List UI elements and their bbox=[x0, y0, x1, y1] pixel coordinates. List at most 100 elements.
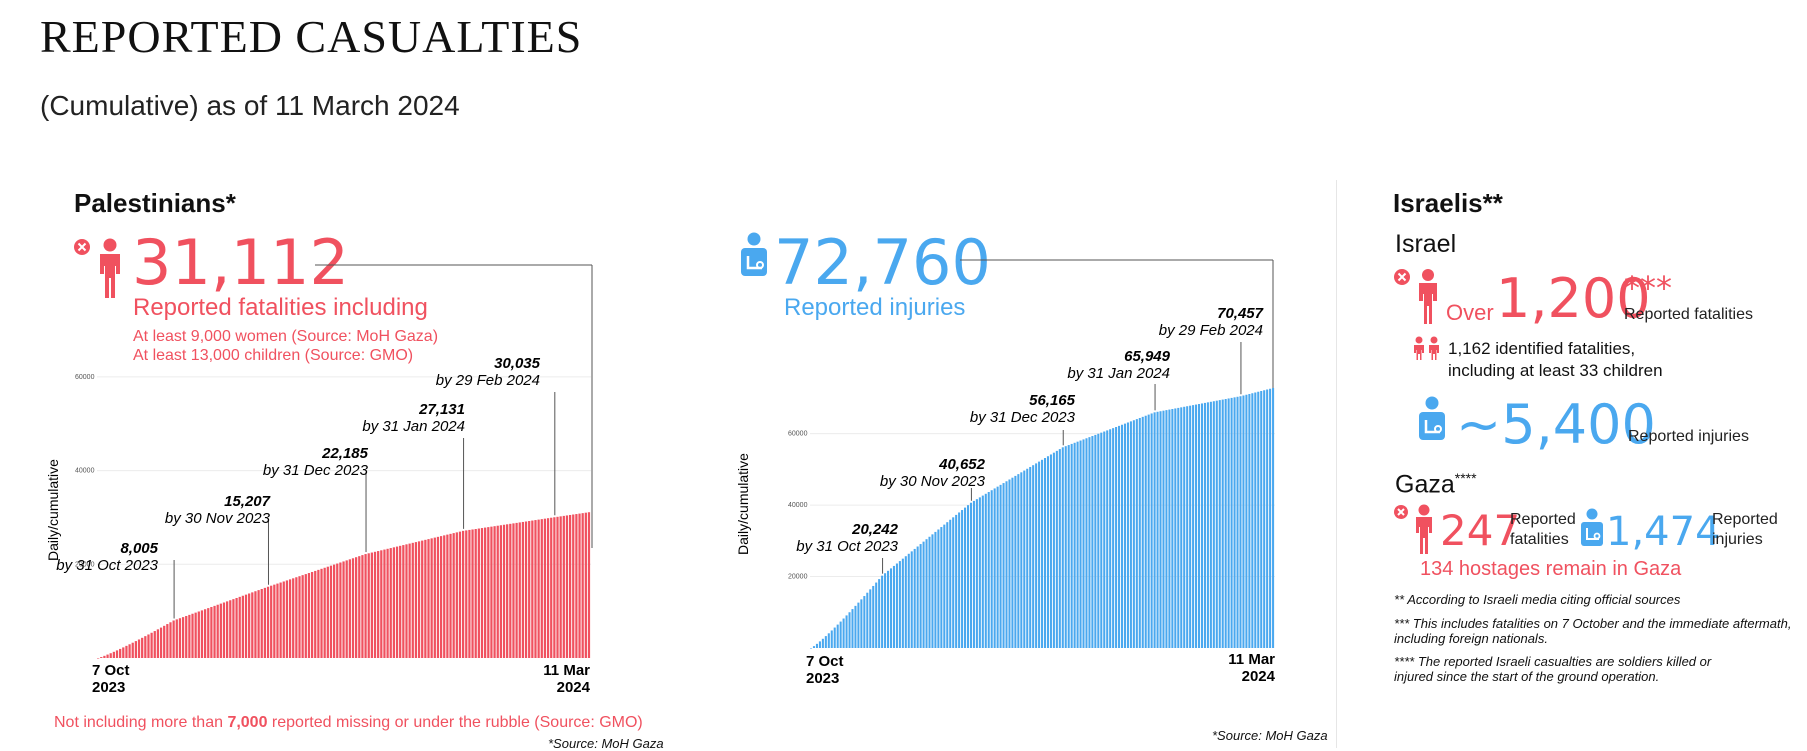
f-bar bbox=[320, 568, 323, 658]
i-bar bbox=[1082, 439, 1085, 648]
f-bar bbox=[185, 615, 188, 658]
f-bar bbox=[578, 513, 581, 658]
f-bar bbox=[163, 625, 166, 658]
i-bar bbox=[851, 609, 854, 648]
person-injured-icon bbox=[741, 232, 767, 276]
gaza-killed-icon bbox=[1394, 504, 1432, 554]
footnote-2: *** This includes fatalities on 7 Octobe… bbox=[1394, 616, 1791, 646]
i-bar bbox=[964, 507, 967, 648]
f-bar bbox=[339, 562, 342, 658]
f-bar bbox=[226, 601, 229, 658]
i-tick-label-1: 40000 bbox=[788, 502, 808, 509]
i-bar bbox=[1002, 483, 1005, 648]
i-bar bbox=[869, 589, 872, 648]
i-bar bbox=[1165, 410, 1168, 648]
i-bar bbox=[958, 512, 961, 648]
f-bar bbox=[540, 519, 543, 658]
i-bar bbox=[1197, 404, 1201, 648]
f-bar bbox=[112, 651, 115, 658]
f-bar bbox=[484, 527, 487, 658]
f-bar bbox=[499, 525, 502, 658]
i-bar bbox=[1129, 421, 1132, 648]
i-bar bbox=[863, 596, 866, 648]
f-bar bbox=[279, 582, 282, 658]
i-bar bbox=[1215, 400, 1218, 648]
f-bar bbox=[537, 519, 540, 658]
i-bar bbox=[910, 551, 913, 648]
f-bar bbox=[487, 527, 490, 658]
f-bar bbox=[181, 617, 185, 658]
f-bar bbox=[317, 569, 320, 658]
i-bar bbox=[872, 585, 875, 648]
f-bar bbox=[575, 514, 578, 658]
f-bar bbox=[266, 586, 270, 658]
f-annotation-value-2: 22,185 bbox=[321, 445, 369, 462]
f-bar bbox=[411, 542, 414, 658]
f-bar bbox=[568, 514, 572, 658]
f-bar bbox=[572, 514, 575, 658]
fatalities-x-end-year: 2024 bbox=[557, 679, 591, 696]
i-bar bbox=[1209, 401, 1212, 648]
i-bar bbox=[1020, 472, 1023, 648]
f-bar bbox=[521, 521, 525, 658]
f-bar bbox=[178, 618, 182, 658]
f-bar bbox=[232, 599, 235, 658]
israel-over-label: Over bbox=[1446, 300, 1494, 325]
i-bar bbox=[1106, 430, 1109, 648]
f-bar bbox=[465, 530, 468, 658]
i-bar bbox=[1186, 406, 1189, 648]
i-bar bbox=[1239, 396, 1242, 648]
f-bar bbox=[361, 555, 364, 658]
f-bar bbox=[273, 584, 276, 658]
f-bar bbox=[219, 603, 222, 658]
i-bar bbox=[1011, 477, 1014, 648]
israel-fatalities-value: 1,200 bbox=[1496, 267, 1651, 330]
i-annotation-label-2: by 31 Dec 2023 bbox=[970, 409, 1076, 426]
f-bar bbox=[461, 530, 465, 658]
i-bar bbox=[1085, 438, 1088, 648]
f-bar bbox=[502, 524, 506, 658]
f-bar bbox=[345, 560, 348, 658]
f-bar bbox=[156, 629, 160, 658]
i-bar bbox=[1200, 403, 1204, 648]
i-bar bbox=[1046, 456, 1049, 648]
i-bar bbox=[1269, 388, 1272, 648]
i-bar bbox=[898, 561, 901, 648]
i-bar bbox=[1266, 389, 1269, 648]
i-bar bbox=[1168, 409, 1171, 648]
i-bar bbox=[943, 524, 946, 648]
i-bar bbox=[1008, 479, 1011, 648]
i-bar bbox=[1272, 388, 1275, 648]
injuries-x-start-month: 7 Oct bbox=[806, 653, 844, 670]
i-bar bbox=[993, 488, 996, 648]
f-bar bbox=[348, 559, 351, 658]
f-bar bbox=[298, 576, 301, 658]
injuries-source: *Source: MoH Gaza bbox=[1212, 728, 1328, 743]
i-bar bbox=[848, 612, 851, 648]
f-bar bbox=[128, 644, 131, 658]
i-bar bbox=[999, 484, 1002, 648]
f-bar bbox=[295, 577, 298, 658]
f-bar bbox=[257, 590, 260, 658]
i-bar bbox=[1171, 409, 1174, 648]
f-bar bbox=[301, 575, 304, 658]
missing-note-number: 7,000 bbox=[227, 714, 268, 731]
i-annotation-label-3: by 31 Jan 2024 bbox=[1067, 365, 1170, 382]
i-annotation-label-4: by 29 Feb 2024 bbox=[1159, 322, 1263, 339]
i-bar bbox=[961, 510, 964, 648]
i-bar bbox=[1029, 466, 1032, 648]
i-bar bbox=[1049, 454, 1052, 648]
i-tick-label-2: 60000 bbox=[788, 431, 808, 438]
f-bar bbox=[436, 536, 440, 658]
i-bar bbox=[1147, 414, 1150, 648]
i-bar bbox=[1218, 400, 1221, 648]
i-bar bbox=[1245, 394, 1248, 648]
f-bar bbox=[496, 525, 499, 658]
i-bar bbox=[972, 500, 975, 648]
fatalities-source: *Source: MoH Gaza bbox=[548, 736, 664, 751]
i-bar bbox=[987, 492, 990, 648]
i-bar bbox=[1100, 432, 1103, 648]
f-tick-label-2: 60000 bbox=[75, 374, 95, 381]
gaza-fatalities-label-1: Reported bbox=[1510, 511, 1576, 528]
